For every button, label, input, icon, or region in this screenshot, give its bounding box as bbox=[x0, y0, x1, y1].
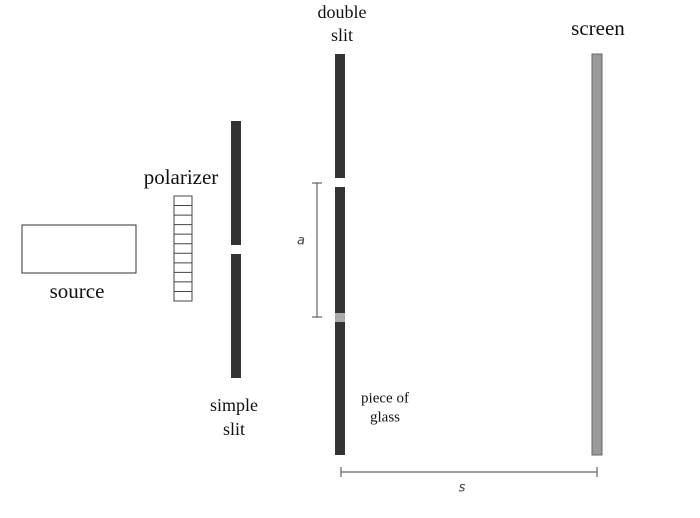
glass-label: piece of bbox=[361, 390, 409, 406]
double-slit-bar bbox=[335, 187, 345, 315]
polarizer-label: polarizer bbox=[144, 165, 219, 189]
s-label: s bbox=[459, 481, 466, 496]
s-bracket bbox=[340, 467, 598, 477]
polarizer-part bbox=[173, 195, 193, 302]
simple-slit-label: slit bbox=[223, 419, 245, 439]
screen-label: screen bbox=[571, 16, 625, 40]
simple-slit-label: simple bbox=[210, 395, 258, 415]
double-slit-bar bbox=[335, 54, 345, 178]
a-label: a bbox=[297, 234, 305, 249]
double-slit-bar bbox=[335, 322, 345, 455]
source-box bbox=[21, 224, 137, 274]
glass-label: glass bbox=[370, 409, 400, 425]
slit-bar bbox=[231, 254, 241, 378]
source-label: source bbox=[50, 279, 105, 303]
screen bbox=[591, 53, 603, 456]
double-slit-label: double bbox=[318, 2, 367, 22]
glass bbox=[335, 313, 345, 322]
slit-bar bbox=[231, 121, 241, 245]
polarizer bbox=[173, 195, 193, 302]
a-bracket bbox=[312, 182, 322, 318]
double-slit-label: slit bbox=[331, 25, 353, 45]
